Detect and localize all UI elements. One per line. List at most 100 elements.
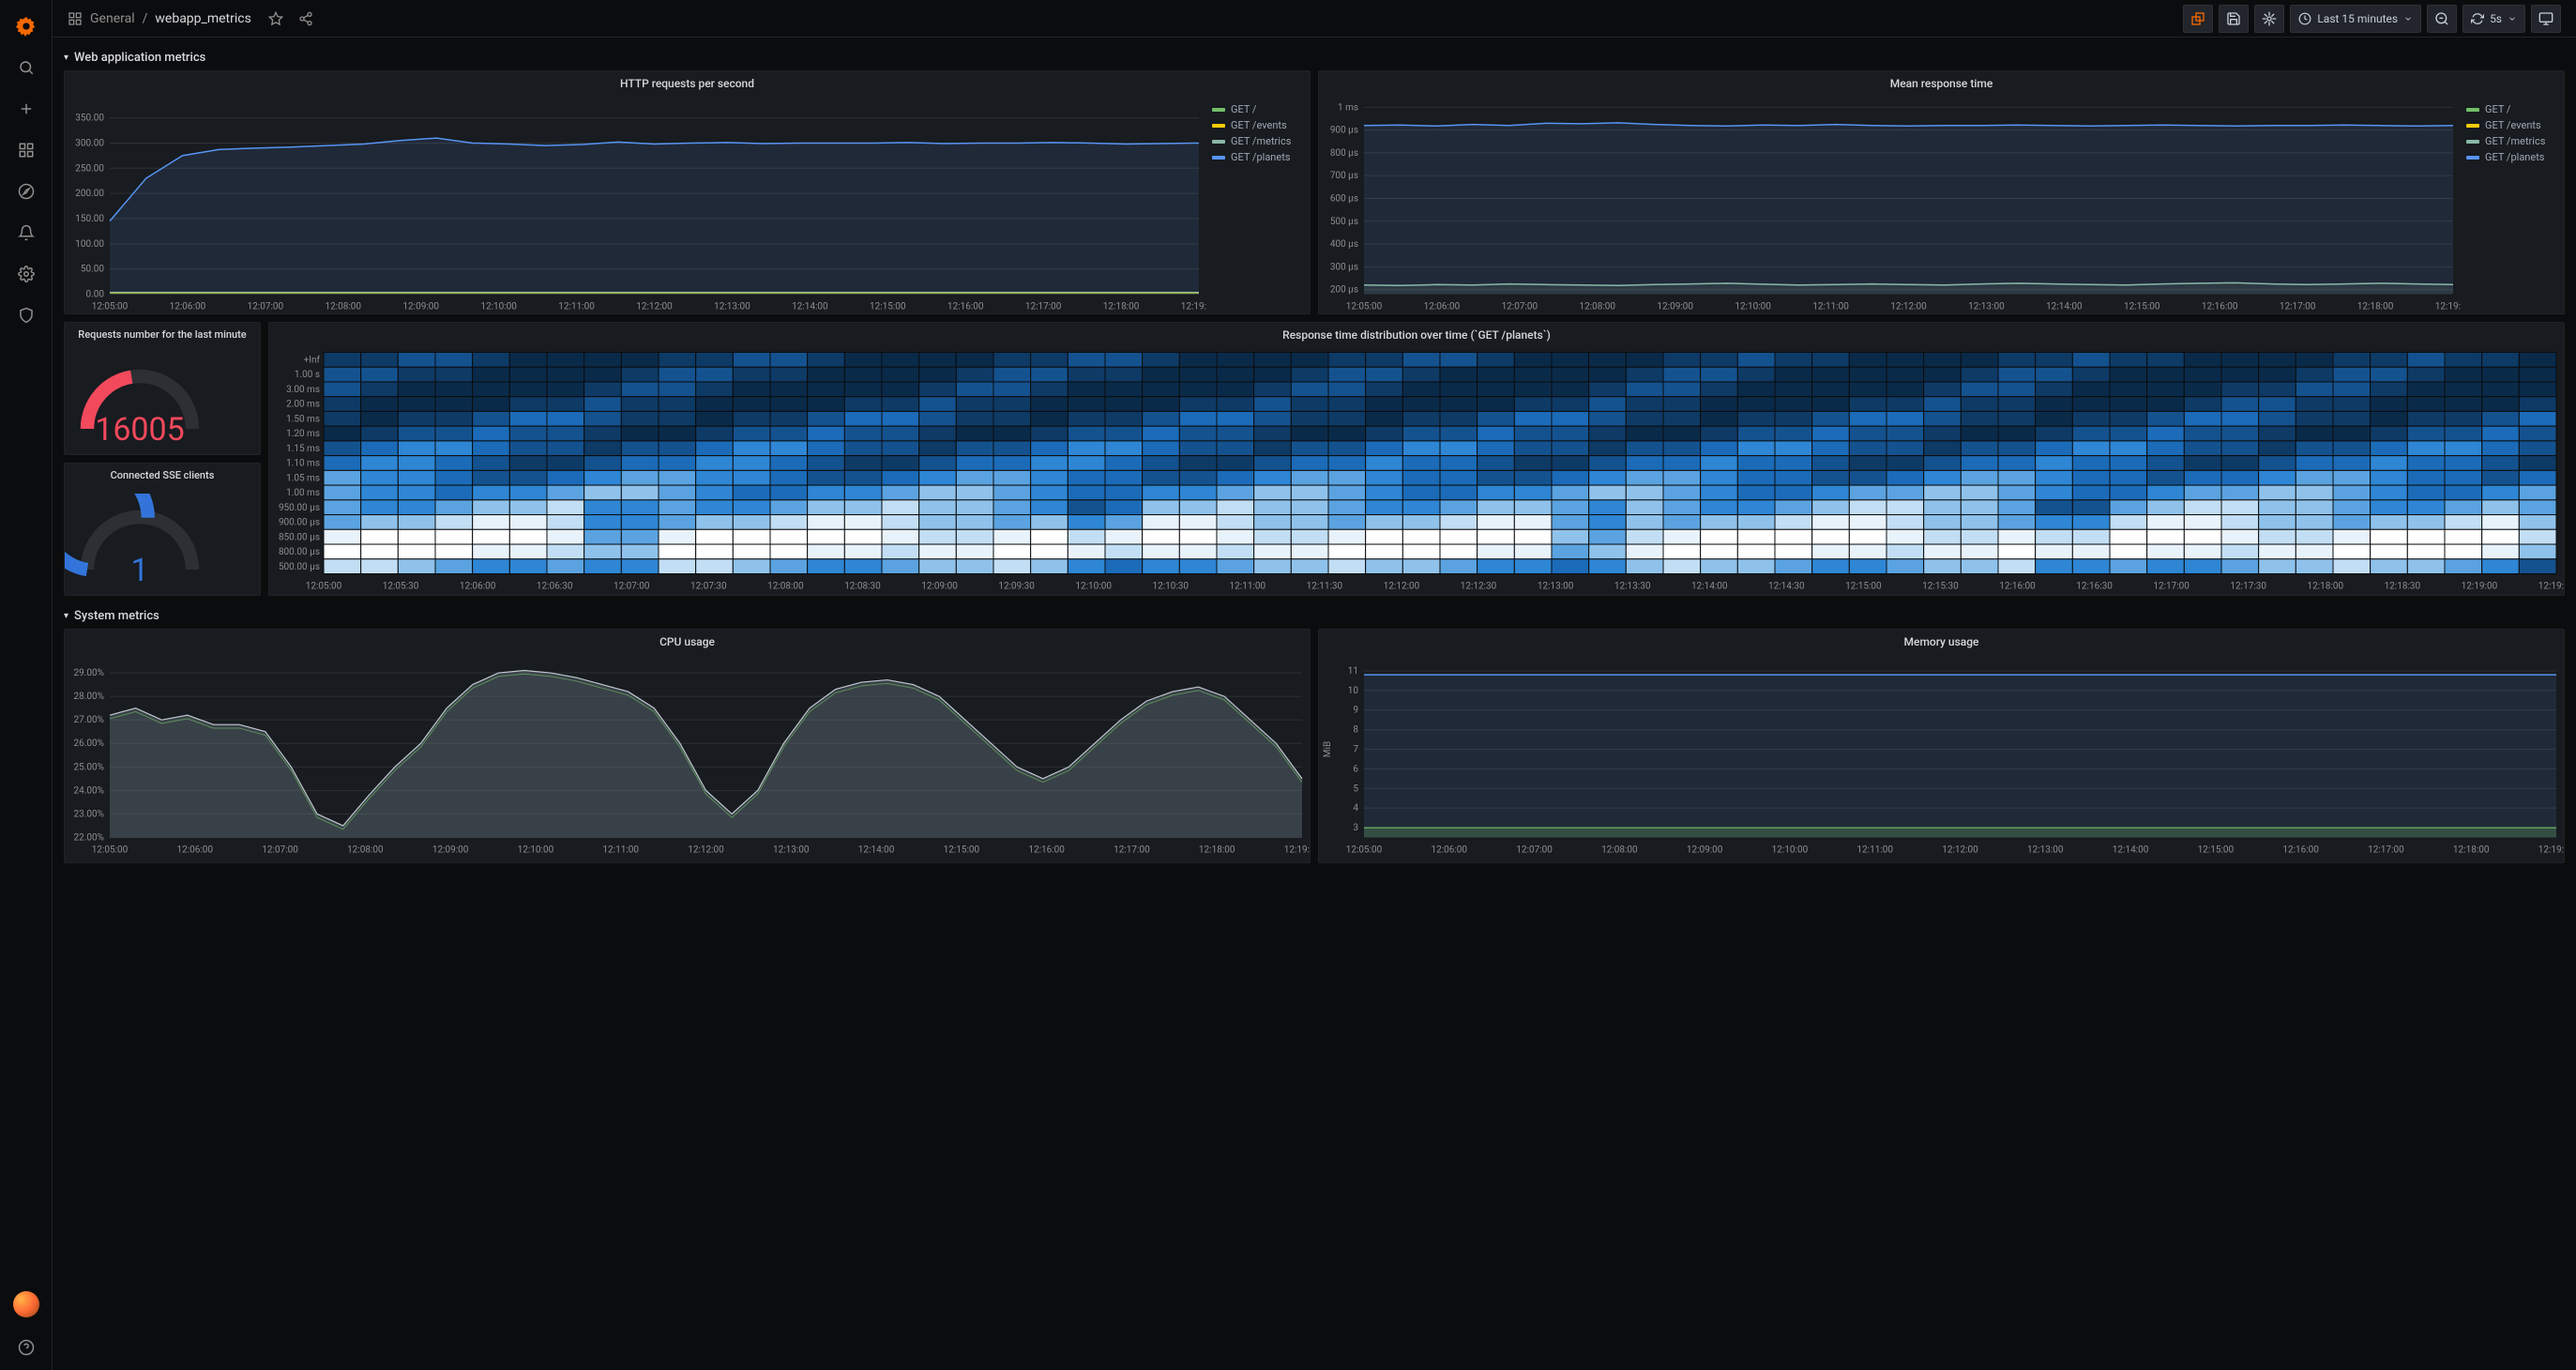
legend-item[interactable]: GET /planets [1212, 151, 1304, 163]
svg-text:10: 10 [1348, 686, 1359, 696]
share-icon[interactable] [293, 6, 319, 32]
svg-text:12:07:00: 12:07:00 [248, 302, 284, 312]
svg-text:11: 11 [1348, 666, 1358, 677]
server-admin-icon[interactable] [8, 297, 45, 334]
panel-gauge-sse[interactable]: Connected SSE clients 1 [64, 463, 261, 596]
svg-text:12:06:00: 12:06:00 [1424, 302, 1461, 312]
legend-item[interactable]: GET / [1212, 103, 1304, 115]
legend-item[interactable]: process [112, 861, 167, 863]
svg-text:27.00%: 27.00% [74, 715, 104, 725]
section-web-metrics[interactable]: ▾ Web application metrics [64, 45, 2565, 70]
svg-text:12:18:00: 12:18:00 [1199, 845, 1235, 856]
svg-text:12:16:00: 12:16:00 [1028, 845, 1065, 856]
panel-mean-rt[interactable]: Mean response time 200 µs300 µs400 µs500… [1318, 70, 2565, 314]
search-icon[interactable] [8, 49, 45, 86]
breadcrumb-current[interactable]: webapp_metrics [155, 11, 250, 26]
zoom-out-button[interactable] [2427, 5, 2457, 33]
svg-text:29.00%: 29.00% [74, 668, 104, 678]
dashboards-icon[interactable] [8, 131, 45, 169]
svg-text:12:19:00: 12:19:00 [1181, 302, 1206, 312]
svg-text:50.00: 50.00 [81, 265, 104, 275]
svg-text:12:11:00: 12:11:00 [602, 845, 639, 856]
svg-text:0.00: 0.00 [86, 290, 105, 300]
svg-text:12:10:00: 12:10:00 [1075, 582, 1112, 592]
alerting-icon[interactable] [8, 214, 45, 251]
svg-text:12:05:00: 12:05:00 [306, 582, 342, 592]
svg-text:12:19:00: 12:19:00 [1284, 845, 1310, 856]
refresh-button[interactable]: 5s [2462, 5, 2525, 33]
breadcrumb: General / webapp_metrics [68, 11, 251, 26]
svg-text:12:06:00: 12:06:00 [460, 582, 496, 592]
svg-text:12:08:30: 12:08:30 [844, 582, 881, 592]
panel-cpu[interactable]: CPU usage 22.00%23.00%24.00%25.00%26.00%… [64, 629, 1311, 863]
tv-mode-button[interactable] [2531, 5, 2561, 33]
svg-text:4: 4 [1353, 803, 1358, 814]
chart-mean-rt: 200 µs300 µs400 µs500 µs600 µs700 µs800 … [1319, 96, 2461, 314]
sidebar [0, 0, 53, 1370]
legend-item[interactable]: process [1366, 861, 1421, 863]
svg-text:12:19:00: 12:19:00 [2462, 582, 2498, 592]
svg-text:12:08:00: 12:08:00 [347, 845, 384, 856]
svg-text:12:09:30: 12:09:30 [998, 582, 1035, 592]
help-icon[interactable] [8, 1329, 45, 1366]
svg-text:200 µs: 200 µs [1330, 285, 1358, 296]
legend-item[interactable]: container [1434, 861, 1496, 863]
svg-text:12:09:00: 12:09:00 [1687, 845, 1723, 856]
svg-text:12:17:00: 12:17:00 [1025, 302, 1062, 312]
panel-heatmap[interactable]: Response time distribution over time (`G… [268, 322, 2565, 596]
legend-item[interactable]: GET / [2466, 103, 2558, 115]
legend-item[interactable]: GET /events [1212, 119, 1304, 131]
explore-icon[interactable] [8, 173, 45, 210]
legend-item[interactable]: GET /metrics [2466, 135, 2558, 147]
svg-text:150.00: 150.00 [75, 214, 104, 224]
panel-http-rps[interactable]: HTTP requests per second 0.0050.00100.00… [64, 70, 1311, 314]
legend-item[interactable]: GET /metrics [1212, 135, 1304, 147]
svg-text:12:10:00: 12:10:00 [1772, 845, 1809, 856]
svg-text:12:13:30: 12:13:30 [1614, 582, 1651, 592]
svg-text:1.00 ms: 1.00 ms [286, 488, 320, 498]
svg-text:12:19:00: 12:19:00 [2538, 845, 2564, 856]
gauge-sse [65, 494, 215, 578]
svg-text:5: 5 [1353, 784, 1358, 794]
svg-text:12:15:00: 12:15:00 [870, 302, 906, 312]
svg-text:12:06:00: 12:06:00 [1431, 845, 1467, 856]
avatar[interactable] [13, 1291, 39, 1317]
svg-text:6: 6 [1353, 764, 1358, 774]
config-icon[interactable] [8, 255, 45, 293]
svg-text:12:05:00: 12:05:00 [92, 302, 129, 312]
svg-text:12:19:30: 12:19:30 [2538, 582, 2564, 592]
breadcrumb-folder[interactable]: General [90, 11, 135, 26]
panel-memory[interactable]: Memory usage 34567891011MiB12:05:0012:06… [1318, 629, 2565, 863]
svg-text:12:07:00: 12:07:00 [1502, 302, 1538, 312]
svg-text:12:10:00: 12:10:00 [1735, 302, 1771, 312]
save-button[interactable] [2219, 5, 2249, 33]
svg-text:12:15:00: 12:15:00 [2198, 845, 2235, 856]
section-system-metrics[interactable]: ▾ System metrics [64, 603, 2565, 629]
plus-icon[interactable] [8, 90, 45, 128]
time-range-button[interactable]: Last 15 minutes [2290, 5, 2421, 33]
svg-text:1.00 s: 1.00 s [295, 370, 320, 380]
svg-text:12:09:00: 12:09:00 [402, 302, 439, 312]
svg-text:12:16:00: 12:16:00 [947, 302, 984, 312]
legend-item[interactable]: container [180, 861, 242, 863]
svg-text:12:18:00: 12:18:00 [1103, 302, 1140, 312]
svg-text:12:17:00: 12:17:00 [2368, 845, 2404, 856]
legend-item[interactable]: GET /planets [2466, 151, 2558, 163]
svg-text:12:11:30: 12:11:30 [1307, 582, 1343, 592]
svg-text:12:10:00: 12:10:00 [480, 302, 517, 312]
svg-text:12:05:30: 12:05:30 [383, 582, 419, 592]
svg-text:12:05:00: 12:05:00 [92, 845, 129, 856]
legend-item[interactable]: GET /events [2466, 119, 2558, 131]
svg-text:12:09:00: 12:09:00 [432, 845, 469, 856]
settings-button[interactable] [2254, 5, 2284, 33]
grafana-logo[interactable] [8, 8, 45, 45]
svg-text:1.50 ms: 1.50 ms [286, 414, 320, 424]
add-panel-button[interactable] [2183, 5, 2213, 33]
svg-text:12:11:00: 12:11:00 [1856, 845, 1893, 856]
svg-text:12:19:00: 12:19:00 [2435, 302, 2461, 312]
svg-text:12:14:00: 12:14:00 [2113, 845, 2149, 856]
svg-text:12:16:00: 12:16:00 [1999, 582, 2036, 592]
star-icon[interactable] [263, 6, 289, 32]
svg-text:12:12:00: 12:12:00 [636, 302, 673, 312]
panel-gauge-requests[interactable]: Requests number for the last minute 1600… [64, 322, 261, 455]
